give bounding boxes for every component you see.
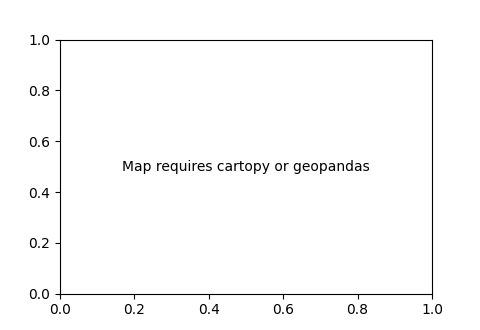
Text: Map requires cartopy or geopandas: Map requires cartopy or geopandas xyxy=(122,160,370,174)
